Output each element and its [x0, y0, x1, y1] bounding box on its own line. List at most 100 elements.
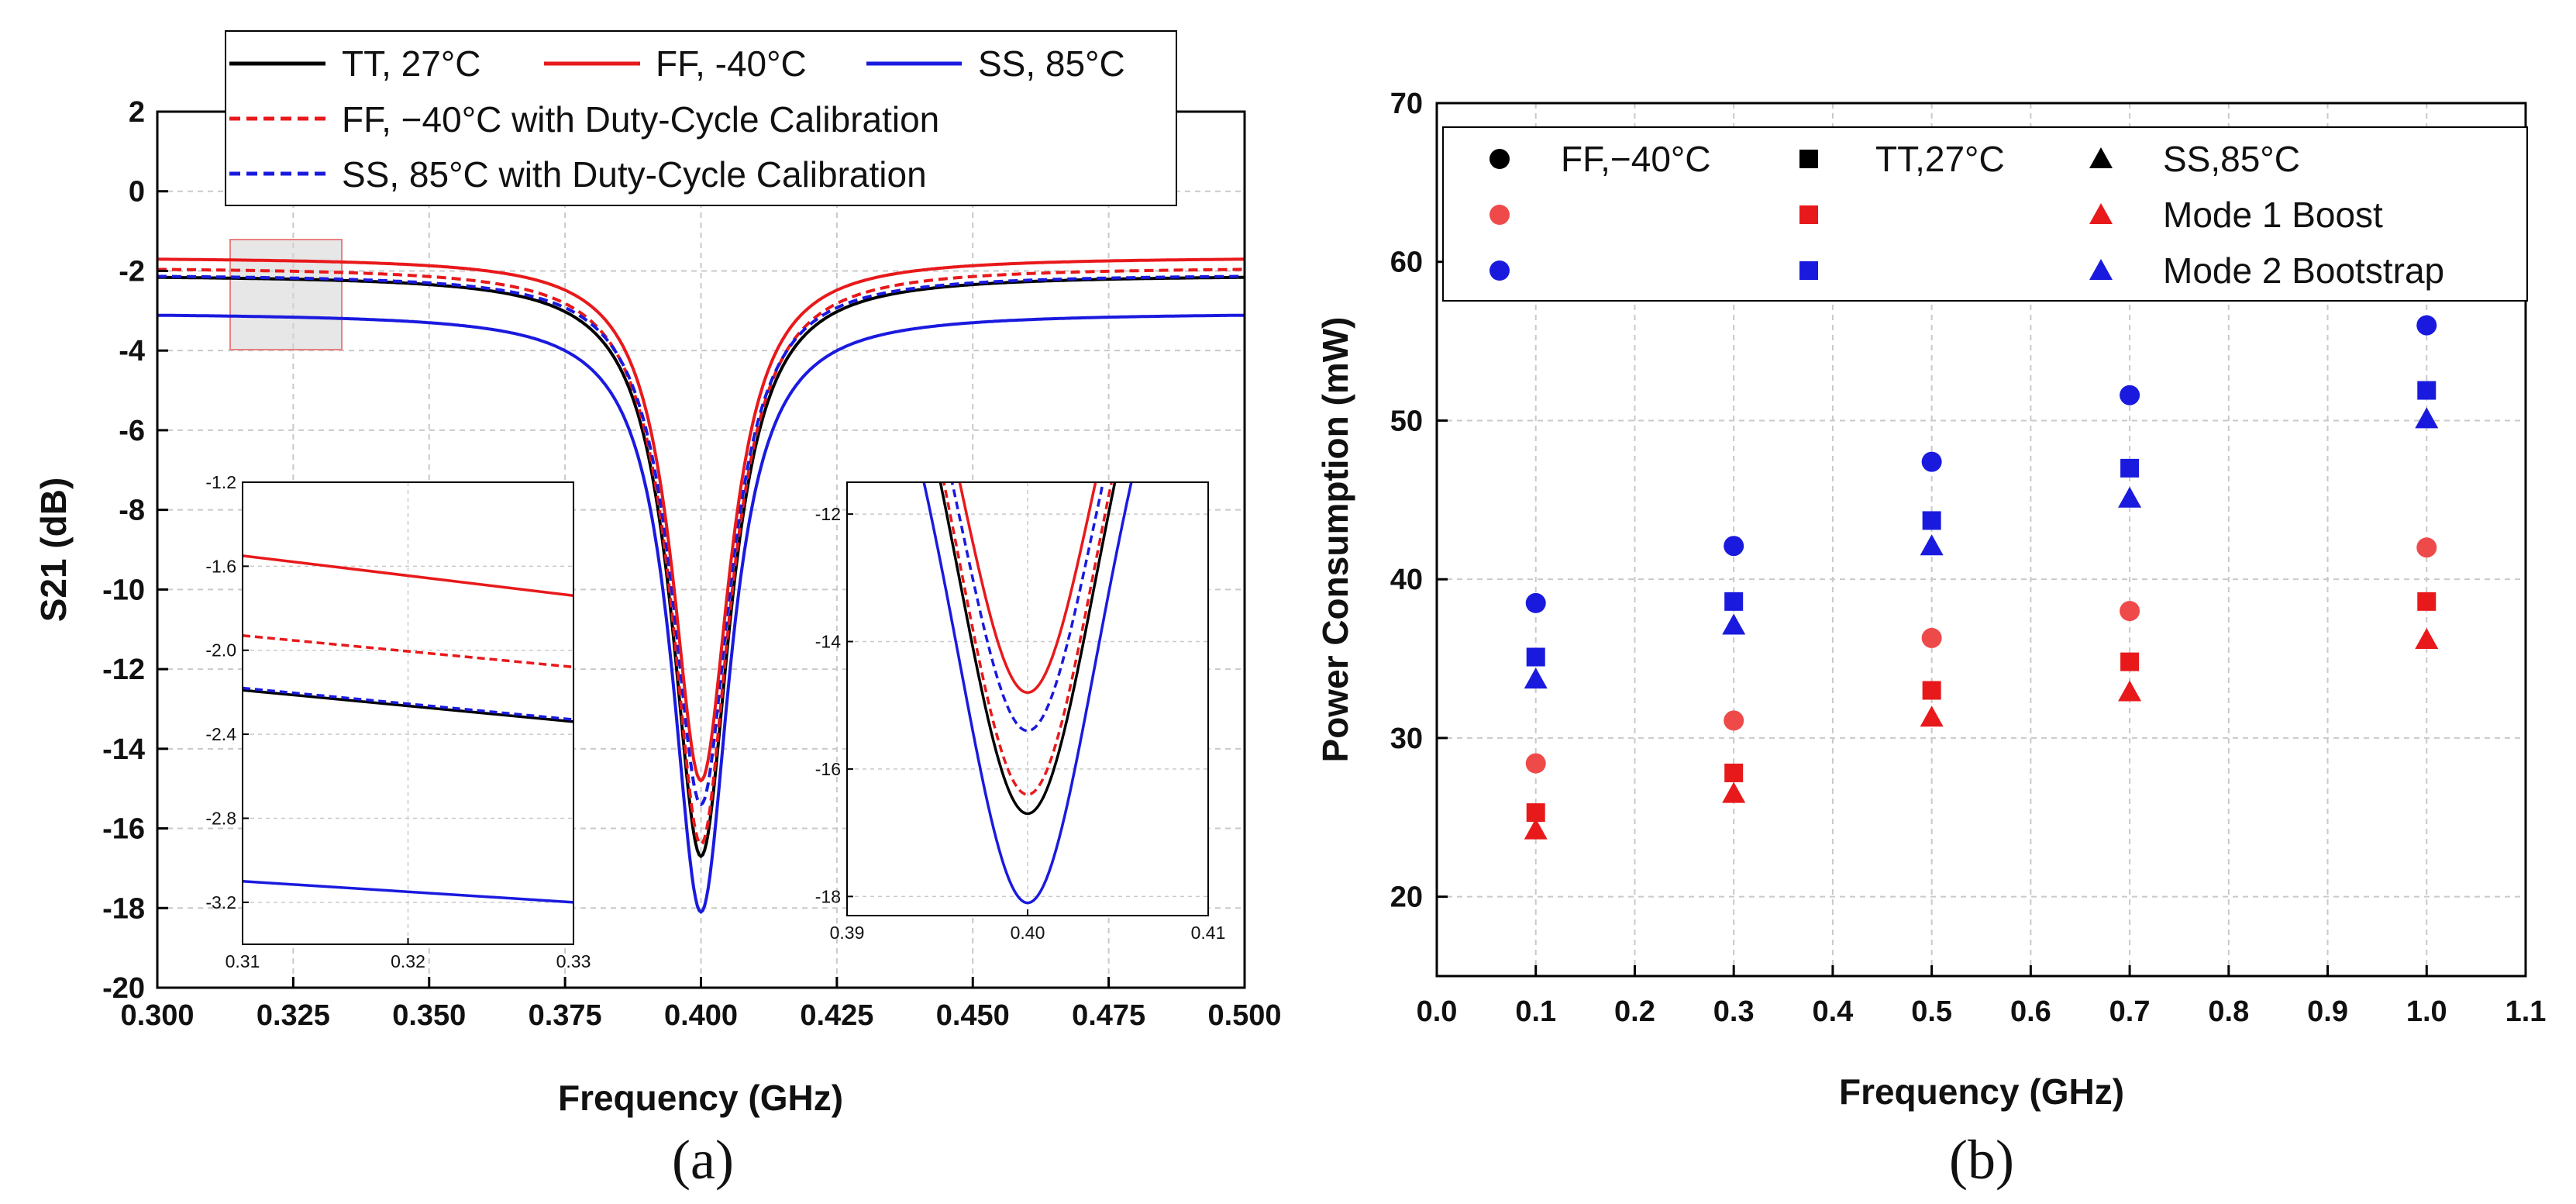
y-tick-label: -20 — [102, 972, 145, 1005]
y-tick-label: -6 — [119, 415, 145, 447]
x-tick-label: 0.4 — [1812, 995, 1853, 1028]
panel-a-ticks: 0.300 0.325 0.350 0.375 0.400 0.425 0.450 0.475… — [102, 96, 1281, 1032]
x-tick-label: 0.500 — [1207, 999, 1281, 1032]
caption-b: (b) — [1949, 1129, 2014, 1191]
legend-marker-triangle — [2089, 203, 2113, 224]
y-tick-label: 60 — [1390, 247, 1423, 279]
point-square-tt-27-c-mode-1-boost — [1922, 681, 1941, 700]
legend-label-ff-cal: FF, −40°C with Duty-Cycle Calibration — [342, 99, 939, 140]
legend-marker-circle — [1489, 149, 1510, 169]
x-tick-label: 0.3 — [1713, 995, 1755, 1028]
x-tick-label: 0.350 — [392, 999, 466, 1032]
inset-right-x-tick-label: 0.40 — [1011, 923, 1045, 943]
point-triangle-ss-85-c-mode-2-bootstrap — [1524, 668, 1548, 689]
point-triangle-ss-85-c-mode-1-boost — [1920, 705, 1944, 727]
panel-a-legend: TT, 27°C FF, -40°C SS, 85°C FF, −40°C wi… — [225, 30, 1177, 206]
inset-left-y-tick-label: -1.2 — [205, 472, 236, 492]
inset-left-x-tick-label: 0.32 — [391, 951, 425, 971]
inset-right-line-tt-27-c — [938, 482, 1117, 816]
inset-left-y-tick-label: -3.2 — [205, 892, 236, 912]
inset-left: 0.31 0.32 0.33 -1.2 -1.6 -2.0 -2.4 -2.8 -3.2 — [205, 472, 591, 971]
y-tick-label: -16 — [102, 813, 145, 846]
legend-marker-triangle — [2089, 147, 2113, 168]
inset-right-x-tick-label: 0.39 — [830, 923, 865, 943]
point-circle-ff-40-c-mode-2-bootstrap — [1525, 592, 1546, 613]
series-line-ff-40-c — [157, 257, 1245, 783]
legend-label-tt: TT, 27°C — [342, 43, 480, 84]
x-tick-label: 0.375 — [529, 999, 602, 1032]
y-tick-label: 40 — [1390, 564, 1423, 596]
legend-mode-boost: Mode 1 Boost — [2163, 195, 2383, 235]
inset-right-ticks: 0.39 0.40 0.41 -12 -14 -16 -18 — [815, 504, 1226, 943]
point-circle-ff-40-c-mode-2-bootstrap — [2416, 315, 2437, 336]
panel-a-y-axis-label: S21 (dB) — [33, 478, 74, 623]
x-tick-label: 0.400 — [664, 999, 738, 1032]
point-square-tt-27-c-mode-2-bootstrap — [1922, 511, 1941, 530]
legend-corner-tt: TT,27°C — [1875, 139, 2005, 179]
y-tick-label: -18 — [102, 892, 145, 925]
series-line-ss-85-c-with-duty-cycle-calibration — [157, 274, 1245, 807]
inset-right-series — [922, 482, 1133, 905]
x-tick-label: 0.8 — [2208, 995, 2249, 1028]
inset-right-x-tick-label: 0.41 — [1191, 923, 1226, 943]
legend-corner-ff: FF,−40°C — [1561, 139, 1711, 179]
inset-left-line-ss-85-c-with-duty-cycle-calibration — [243, 686, 573, 721]
legend-label-ss-cal: SS, 85°C with Duty-Cycle Calibration — [342, 154, 927, 195]
point-square-tt-27-c-mode-2-bootstrap — [2120, 458, 2140, 478]
caption-a: (a) — [672, 1129, 734, 1191]
inset-right: 0.39 0.40 0.41 -12 -14 -16 -18 — [815, 481, 1226, 943]
legend-marker-triangle — [2089, 259, 2113, 280]
inset-left-series — [243, 554, 573, 904]
panel-a-x-axis-label: Frequency (GHz) — [558, 1078, 843, 1118]
panel-a-chart: 0.300 0.325 0.350 0.375 0.400 0.425 0.450 0.475… — [33, 30, 1282, 1118]
inset-left-line-tt-27-c — [243, 688, 573, 723]
x-tick-label: 0.1 — [1515, 995, 1556, 1028]
inset-right-y-tick-label: -16 — [815, 759, 841, 779]
inset-left-background — [243, 482, 573, 944]
y-tick-label: -14 — [102, 733, 145, 766]
point-triangle-ss-85-c-mode-2-bootstrap — [1722, 613, 1746, 635]
inset-right-line-ss-85-c — [922, 482, 1133, 905]
point-triangle-ss-85-c-mode-1-boost — [1524, 818, 1548, 840]
point-circle-ff-40-c-mode-2-bootstrap — [2120, 385, 2140, 405]
x-tick-label: 0.425 — [800, 999, 873, 1032]
inset-left-line-ff-40-c-with-duty-cycle-calibration — [243, 634, 573, 669]
x-tick-label: 0.7 — [2109, 995, 2151, 1028]
x-tick-label: 0.475 — [1072, 999, 1145, 1032]
x-tick-label: 0.6 — [2010, 995, 2051, 1028]
x-tick-label: 0.300 — [120, 999, 194, 1032]
inset-left-line-ff-40-c — [243, 554, 573, 598]
series-line-ss-85-c — [157, 313, 1245, 915]
point-square-tt-27-c-mode-2-bootstrap — [1526, 647, 1545, 667]
inset-right-line-ff-40-c — [958, 482, 1097, 695]
point-triangle-ss-85-c-mode-1-boost — [1722, 781, 1746, 803]
legend-corner-ss: SS,85°C — [2163, 139, 2300, 179]
legend-label-ff: FF, -40°C — [656, 43, 807, 84]
point-circle-ff-40-c-mode-1-boost — [1724, 710, 1744, 731]
inset-right-y-tick-label: -14 — [815, 632, 841, 652]
x-tick-label: 0.325 — [257, 999, 330, 1032]
panel-b-ticks: 0.0 0.1 0.2 0.3 0.4 0.5 0.6 0.7 0.8 0.9 1.0 1.1 20 30… — [1390, 88, 2547, 1028]
x-tick-label: 0.5 — [1911, 995, 1952, 1028]
panel-b-x-axis-label: Frequency (GHz) — [1839, 1071, 2124, 1112]
x-tick-label: 1.0 — [2406, 995, 2447, 1028]
y-tick-label: -2 — [119, 255, 145, 288]
legend-marker-square — [1799, 205, 1818, 224]
point-circle-ff-40-c-mode-1-boost — [2120, 601, 2140, 622]
point-triangle-ss-85-c-mode-1-boost — [2415, 627, 2439, 649]
y-tick-label: -4 — [119, 335, 145, 367]
x-tick-label: 0.2 — [1614, 995, 1655, 1028]
inset-left-x-tick-label: 0.31 — [226, 951, 260, 971]
x-tick-label: 1.1 — [2505, 995, 2547, 1028]
x-tick-label: 0.0 — [1417, 995, 1458, 1028]
panel-a-legend-box — [225, 30, 1177, 206]
inset-left-y-tick-label: -1.6 — [205, 556, 236, 576]
legend-marker-circle — [1489, 260, 1510, 281]
panel-b-axes-frame — [1435, 102, 2527, 978]
legend-mode-bootstrap: Mode 2 Bootstrap — [2163, 250, 2444, 291]
y-tick-label: 50 — [1390, 405, 1423, 437]
panel-b-legend: FF,−40°C TT,27°C SS,85°C Mode 1 Boost Mo… — [1442, 126, 2528, 302]
point-circle-ff-40-c-mode-1-boost — [2416, 537, 2437, 558]
y-tick-label: 0 — [129, 176, 145, 209]
point-circle-ff-40-c-mode-1-boost — [1525, 753, 1546, 774]
